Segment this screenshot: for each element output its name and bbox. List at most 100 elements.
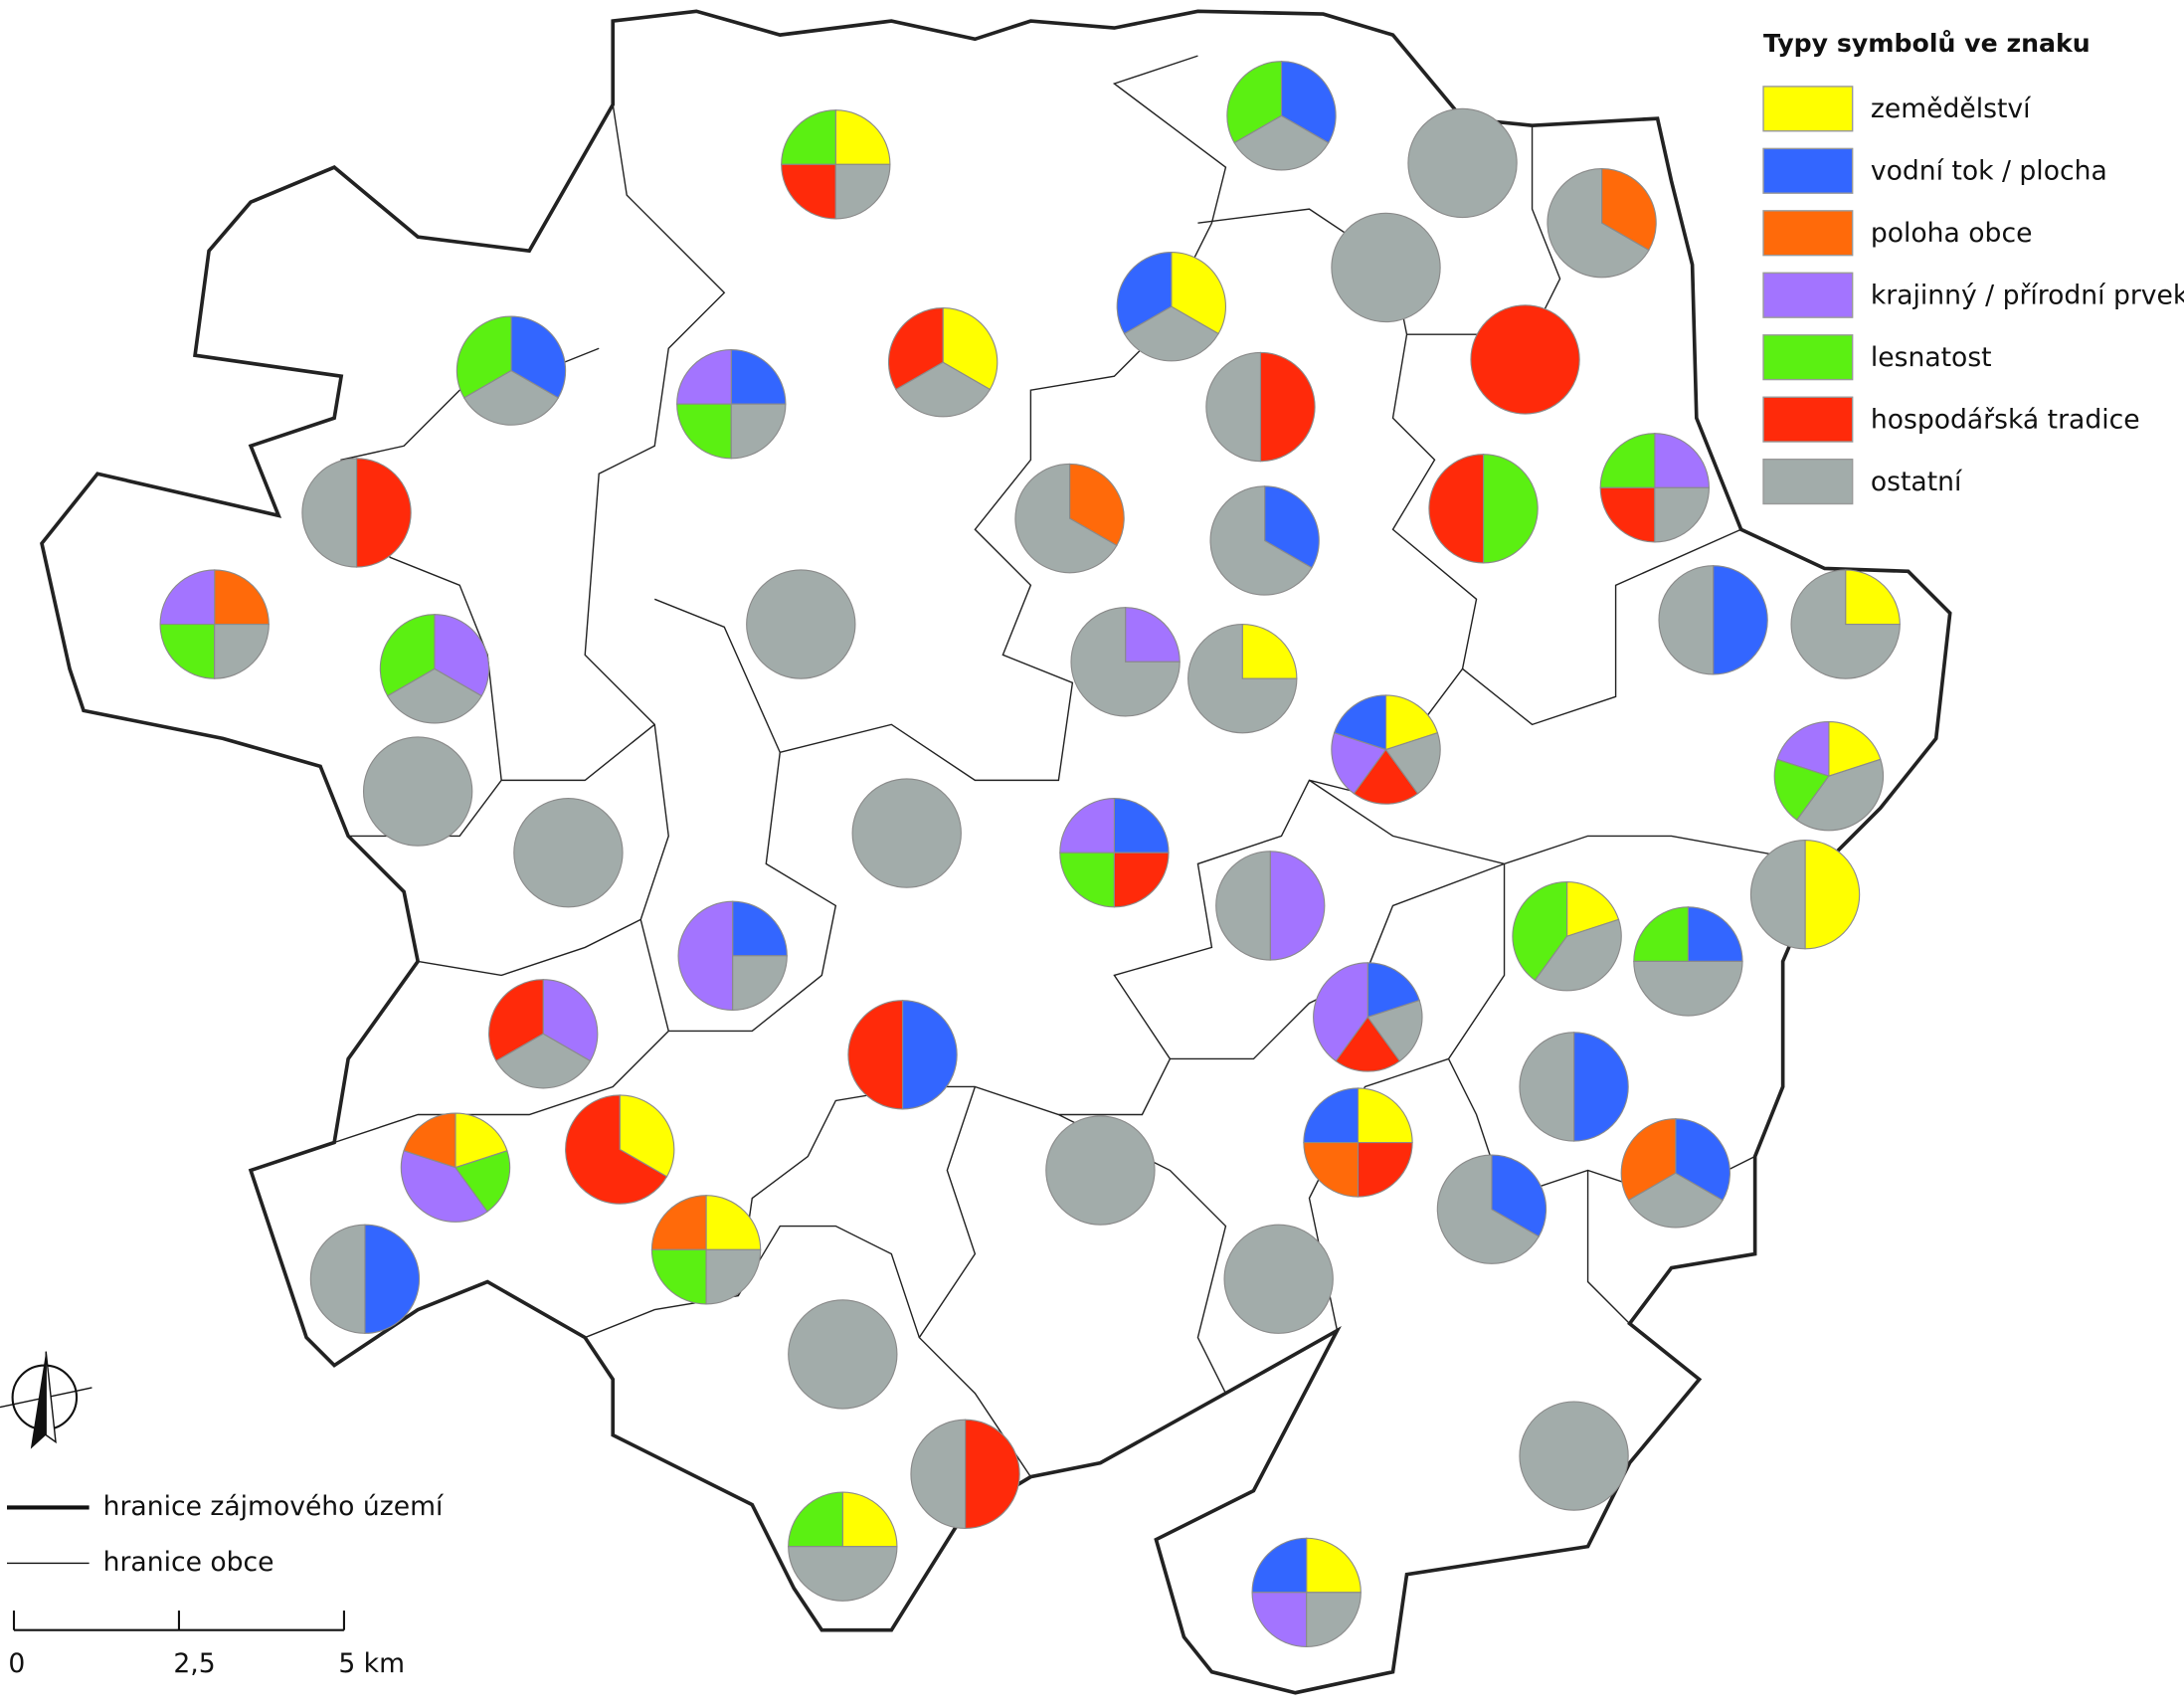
pie (887, 307, 999, 418)
pie-slice (1366, 962, 1420, 1019)
pie-slice (1519, 1401, 1629, 1511)
scale-bar: 0 2,5 5 km (8, 1611, 405, 1679)
pie-slice (1264, 485, 1320, 569)
pie-slice (362, 736, 473, 847)
pie-slice (1187, 623, 1298, 734)
pie-slice (746, 569, 856, 679)
legend-label: ostatní (1871, 467, 1963, 497)
legend-label: poloha obce (1871, 218, 2033, 249)
pie-slice (1519, 1032, 1575, 1142)
scale-label: 5 km (338, 1648, 405, 1679)
pie-slice (1491, 1154, 1547, 1237)
pie (1658, 565, 1768, 675)
pie-slice (732, 900, 788, 957)
pie-slice (1331, 212, 1441, 323)
pie (1428, 454, 1539, 564)
pie (1519, 1401, 1629, 1511)
pie-slice (542, 979, 599, 1062)
legend-swatch (1762, 458, 1854, 505)
pie-slice (887, 307, 944, 391)
pie-slice (650, 1195, 707, 1250)
pie (1470, 304, 1580, 415)
pie-slice (781, 163, 836, 220)
pie (513, 798, 624, 908)
pie-slice (676, 349, 732, 405)
pie-slice (1828, 720, 1882, 777)
pie-slice (834, 109, 891, 165)
pie (1223, 1224, 1334, 1334)
pie-slice (841, 1491, 898, 1548)
legend-label: krajinný / přírodní prvek (1871, 281, 2184, 311)
pie (1436, 1154, 1547, 1264)
pie-slice (1123, 305, 1219, 362)
pie-slice (1357, 1141, 1413, 1198)
pie (1512, 881, 1622, 992)
pie-slice (1620, 1118, 1677, 1202)
pie-slice (1470, 304, 1580, 415)
pie (1209, 485, 1320, 596)
pie (1599, 433, 1710, 543)
pie (455, 315, 567, 426)
pie-slice (1675, 1118, 1730, 1202)
pie (1773, 720, 1885, 832)
pie-slice (1547, 167, 1650, 279)
scale-label: 2,5 (173, 1648, 215, 1679)
pie-slice (434, 614, 490, 697)
pie-slice (781, 109, 836, 165)
pie-slice (1713, 565, 1768, 675)
pie (1215, 851, 1326, 961)
pie-slice (851, 778, 962, 888)
pie (1790, 569, 1901, 679)
pie-slice (1428, 454, 1485, 564)
legend-swatch (1762, 210, 1854, 257)
pie (1045, 1115, 1156, 1226)
pie-slice (964, 1419, 1020, 1530)
pie-slice (705, 1195, 762, 1250)
pie-slice (1795, 758, 1885, 832)
pie (1014, 463, 1125, 574)
pie-slice (386, 667, 483, 724)
pie (781, 109, 891, 220)
pies (159, 61, 1901, 1648)
pie-slice (1599, 486, 1656, 543)
pie (1116, 252, 1226, 362)
pie (1749, 840, 1861, 950)
pie-slice (364, 1224, 421, 1334)
pie-slice (677, 900, 734, 1012)
north-arrow-left (30, 1351, 47, 1449)
pie-slice (1233, 114, 1330, 171)
pie-slice (1069, 463, 1125, 547)
legend-label: zemědělství (1871, 94, 2032, 124)
pie-slice (1654, 433, 1710, 488)
pie-slice (1303, 1141, 1360, 1198)
pie (1059, 798, 1170, 908)
pie-slice (788, 1299, 898, 1410)
pie-slice (1116, 252, 1173, 335)
pie-slice (730, 403, 787, 460)
pie-slice (403, 1112, 456, 1169)
pie-slice (1482, 454, 1539, 564)
pie (788, 1491, 898, 1602)
pie-slice (1333, 694, 1387, 751)
pie (1205, 351, 1316, 463)
pie-slice (462, 369, 560, 426)
pie-slice (942, 307, 999, 391)
pie-slice (1658, 565, 1715, 675)
pie-slice (1573, 1032, 1629, 1142)
pie (1331, 694, 1441, 805)
pie-slice (1335, 1016, 1401, 1072)
pie (1620, 1118, 1730, 1229)
pie-slice (834, 163, 891, 220)
line-legend-label: hranice obce (103, 1547, 274, 1578)
legend-label: vodní tok / plocha (1871, 156, 2107, 187)
pie (400, 1112, 511, 1223)
pie (650, 1195, 762, 1305)
pie-slice (1436, 1154, 1541, 1264)
pie-slice (1306, 1592, 1362, 1648)
pie-slice (1251, 1592, 1308, 1648)
pie-slice (1790, 569, 1901, 679)
pie-slice (1633, 960, 1743, 1017)
pie-slice (1251, 1537, 1308, 1594)
pie-slice (1241, 623, 1298, 679)
pie-slice (1059, 852, 1115, 908)
